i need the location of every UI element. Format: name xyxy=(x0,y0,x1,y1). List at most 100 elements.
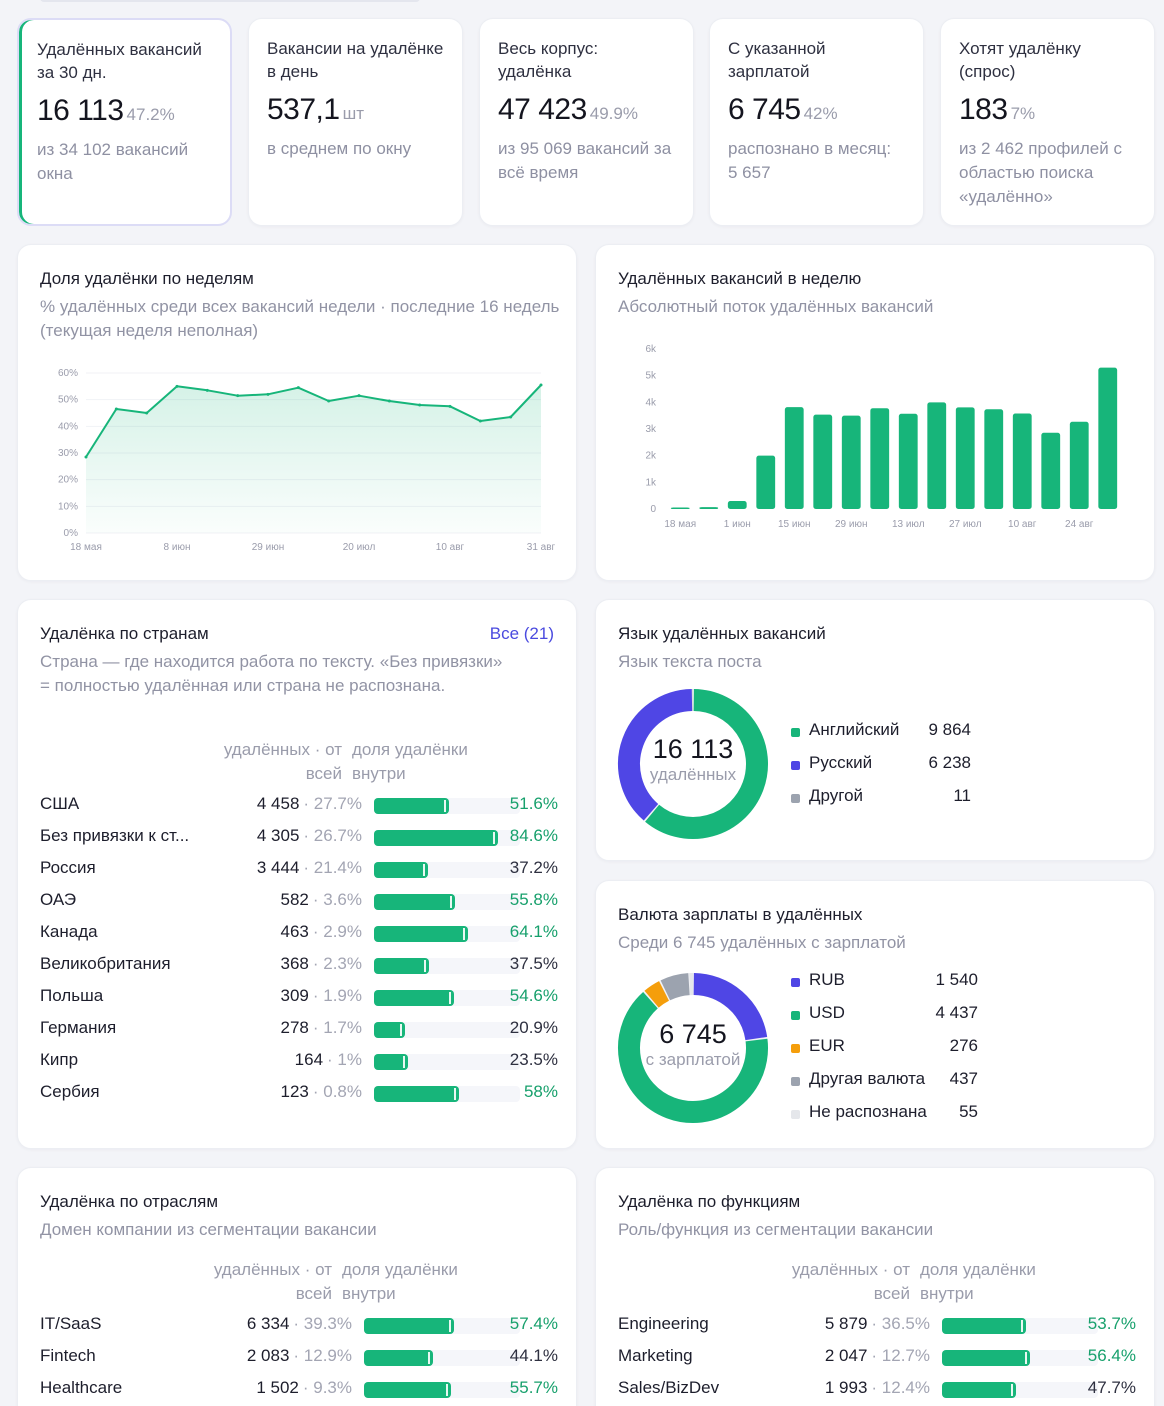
table-row[interactable]: США 4 458 · 27.7% 51.6% xyxy=(40,794,558,818)
legend-item[interactable]: Английский 9 864 xyxy=(791,720,971,744)
table-row[interactable]: Канада 463 · 2.9% 64.1% xyxy=(40,922,558,946)
share-point[interactable] xyxy=(448,404,452,408)
share-point[interactable] xyxy=(145,411,149,415)
kpi-card-remote-30d[interactable]: Удалённых вакансий за 30 дн. 16 113 47.2%… xyxy=(17,18,232,226)
legend-item[interactable]: RUB 1 540 xyxy=(791,970,978,994)
donut-slice[interactable] xyxy=(693,973,768,1041)
share-bar-fill xyxy=(374,830,498,846)
table-row[interactable]: Кипр 164 · 1% 23.5% xyxy=(40,1050,558,1074)
table-row[interactable]: Сербия 123 · 0.8% 58% xyxy=(40,1082,558,1106)
weekly-bar[interactable] xyxy=(670,507,690,510)
share-point[interactable] xyxy=(357,394,361,398)
currency-donut-chart xyxy=(618,973,768,1123)
donut-center-value: 16 113 xyxy=(652,734,734,764)
kpi-card-per-day[interactable]: Вакансии на удалёнке в день 537,1 шт в ср… xyxy=(248,18,463,226)
legend-item[interactable]: Не распознана 55 xyxy=(791,1102,978,1126)
weekly-bar[interactable] xyxy=(898,413,918,509)
share-point[interactable] xyxy=(539,383,543,387)
share-bar-track xyxy=(374,1054,520,1070)
table-row[interactable]: Healthcare 1 502 · 9.3% 55.7% xyxy=(40,1378,558,1402)
legend-item[interactable]: Другая валюта 437 xyxy=(791,1069,978,1093)
share-point[interactable] xyxy=(418,403,422,407)
weekly-bar[interactable] xyxy=(955,407,975,509)
share-bar-track xyxy=(374,926,520,942)
weekly-bar[interactable] xyxy=(927,402,947,509)
table-row[interactable]: Россия 3 444 · 21.4% 37.2% xyxy=(40,858,558,882)
share-point[interactable] xyxy=(387,399,391,403)
row-count-value: 164 xyxy=(294,1050,324,1069)
weekly-bar[interactable] xyxy=(784,407,804,509)
row-count-value: 5 879 xyxy=(824,1314,868,1333)
weekly-bar[interactable] xyxy=(1012,413,1032,509)
table-row[interactable]: Marketing 2 047 · 12.7% 56.4% xyxy=(618,1346,1136,1370)
row-count-percent: · 12.4% xyxy=(871,1378,930,1397)
table-row[interactable]: Германия 278 · 1.7% 20.9% xyxy=(40,1018,558,1042)
donut-slice[interactable] xyxy=(618,992,768,1123)
row-count: 582 · 3.6% xyxy=(220,890,362,910)
kpi-card-salary[interactable]: С указанной зарплатой 6 745 42% распознан… xyxy=(709,18,924,226)
weekly-bar[interactable] xyxy=(699,507,719,509)
share-point[interactable] xyxy=(266,392,270,396)
share-bar-track xyxy=(374,862,520,878)
weekly-bar[interactable] xyxy=(870,408,890,509)
weekly-bar[interactable] xyxy=(841,415,861,509)
table-row[interactable]: Великобритания 368 · 2.3% 37.5% xyxy=(40,954,558,978)
legend-item[interactable]: EUR 276 xyxy=(791,1036,978,1060)
share-line xyxy=(85,384,542,458)
share-point[interactable] xyxy=(114,407,118,411)
weekly-bar[interactable] xyxy=(727,501,747,509)
x-tick-label: 20 июл xyxy=(343,542,376,553)
legend-item[interactable]: Русский 6 238 xyxy=(791,753,971,777)
weekly-bar[interactable] xyxy=(1098,367,1118,509)
table-row[interactable]: Engineering 5 879 · 36.5% 53.7% xyxy=(618,1314,1136,1338)
y-tick-label: 40% xyxy=(58,421,78,432)
all-countries-link[interactable]: Все (21) xyxy=(489,624,554,643)
legend-label: Другой xyxy=(809,786,864,805)
weekly-bar[interactable] xyxy=(756,455,776,509)
weekly-bar[interactable] xyxy=(984,409,1004,509)
row-name: Канада xyxy=(40,922,98,941)
table-row[interactable]: Fintech 2 083 · 12.9% 44.1% xyxy=(40,1346,558,1370)
top-bar-remnant xyxy=(40,0,420,2)
share-bar-fill xyxy=(374,894,456,910)
weekly-bar[interactable] xyxy=(813,414,833,509)
legend-label: Другая валюта xyxy=(809,1069,926,1088)
table-row[interactable]: Без привязки к ст... 4 305 · 26.7% 84.6% xyxy=(40,826,558,850)
row-count: 368 · 2.3% xyxy=(220,954,362,974)
table-row[interactable]: ОАЭ 582 · 3.6% 55.8% xyxy=(40,890,558,914)
card-title: Валюта зарплаты в удалённых xyxy=(618,905,863,924)
share-point[interactable] xyxy=(478,419,482,423)
legend-label: RUB xyxy=(809,970,845,989)
share-point[interactable] xyxy=(509,415,513,419)
table-row[interactable]: IT/SaaS 6 334 · 39.3% 57.4% xyxy=(40,1314,558,1338)
row-name: Без привязки к ст... xyxy=(40,826,190,845)
row-name: Сербия xyxy=(40,1082,100,1101)
legend-item[interactable]: USD 4 437 xyxy=(791,1003,978,1027)
share-point[interactable] xyxy=(84,455,88,459)
share-point[interactable] xyxy=(205,388,209,392)
donut-slice[interactable] xyxy=(660,973,691,1001)
share-bar-track xyxy=(942,1318,1098,1334)
donut-slice[interactable] xyxy=(644,981,670,1008)
kpi-card-demand[interactable]: Хотят удалёнку (спрос) 183 7% из 2 462 пр… xyxy=(940,18,1155,226)
kpi-card-corpus[interactable]: Весь корпус: удалёнка 47 423 49.9% из 95 … xyxy=(479,18,694,226)
table-row[interactable]: Польша 309 · 1.9% 54.6% xyxy=(40,986,558,1010)
y-tick-label: 6k xyxy=(645,344,657,355)
card-title: Удалёнка по странам xyxy=(40,624,209,643)
row-count-value: 3 444 xyxy=(256,858,300,877)
share-point[interactable] xyxy=(236,394,240,398)
legend-item[interactable]: Другой 11 xyxy=(791,786,971,810)
donut-slice[interactable] xyxy=(618,689,693,821)
row-count-percent: · 2.9% xyxy=(312,922,362,941)
table-row[interactable]: Sales/BizDev 1 993 · 12.4% 47.7% xyxy=(618,1378,1136,1402)
row-count: 123 · 0.8% xyxy=(220,1082,362,1102)
weekly-bar[interactable] xyxy=(1069,421,1089,509)
share-point[interactable] xyxy=(296,386,300,390)
share-bar-fill xyxy=(364,1318,454,1334)
row-count-value: 4 458 xyxy=(256,794,300,813)
share-bar-fill xyxy=(942,1350,1030,1366)
weekly-bar[interactable] xyxy=(1041,432,1061,509)
share-point[interactable] xyxy=(175,384,179,388)
share-point[interactable] xyxy=(327,399,331,403)
donut-slice[interactable] xyxy=(645,689,768,839)
